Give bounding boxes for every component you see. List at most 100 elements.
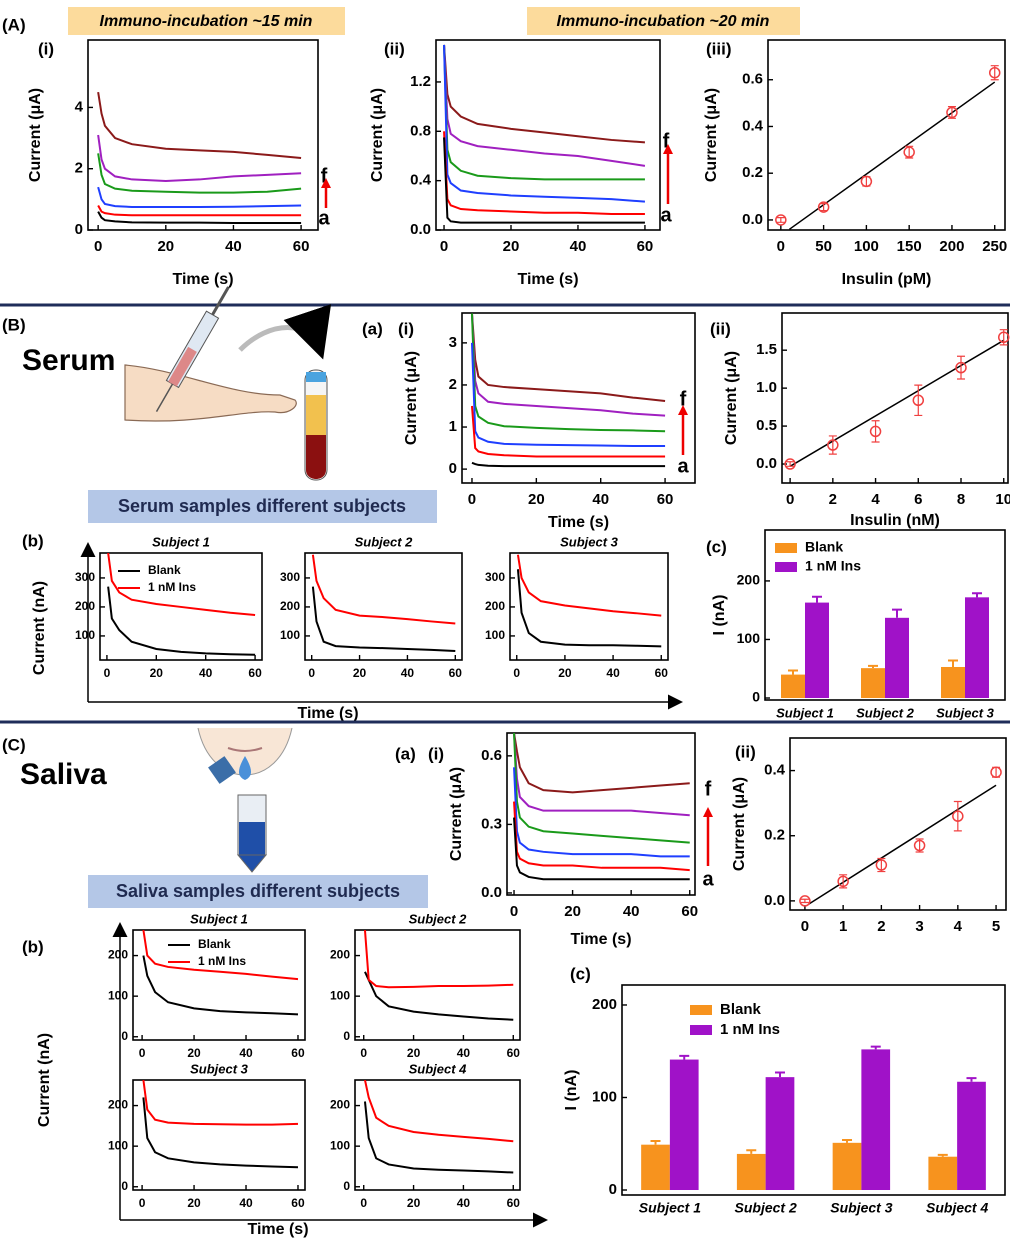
x-tick-label: 40 bbox=[239, 1196, 253, 1210]
x-axis-label: Time (s) bbox=[247, 1221, 308, 1238]
error-bar bbox=[914, 384, 923, 417]
error-bar bbox=[650, 1139, 661, 1145]
legend-label: 1 nM Ins bbox=[720, 1021, 780, 1038]
x-axis-label: Time (s) bbox=[548, 514, 609, 531]
curve-label: a bbox=[677, 455, 689, 477]
y-tick-label: 0 bbox=[75, 221, 83, 238]
error-bar bbox=[812, 595, 822, 603]
curve-label: f bbox=[321, 165, 328, 187]
y-axis-label: Current (μA) bbox=[448, 767, 465, 861]
bar bbox=[885, 617, 909, 699]
bar bbox=[765, 1077, 795, 1191]
error-bar bbox=[871, 420, 880, 443]
x-tick-label: 60 bbox=[637, 238, 654, 255]
curve bbox=[513, 817, 690, 881]
x-tick-label: 0 bbox=[360, 1196, 367, 1210]
curve bbox=[97, 134, 302, 182]
curve bbox=[513, 733, 690, 817]
x-tick-label: 60 bbox=[507, 1046, 521, 1060]
point bbox=[775, 214, 787, 226]
y-tick-label: 300 bbox=[485, 570, 505, 584]
curve bbox=[443, 44, 645, 181]
y-tick-label: 100 bbox=[737, 630, 761, 646]
panel-label: (iii) bbox=[706, 39, 732, 58]
x-tick-label: 0 bbox=[513, 666, 520, 680]
arrow-head bbox=[703, 807, 713, 817]
y-tick-label: 100 bbox=[592, 1088, 617, 1105]
curve bbox=[513, 801, 690, 872]
section-label: (B) bbox=[2, 315, 26, 334]
legend-swatch bbox=[690, 1005, 712, 1015]
curve-label: f bbox=[705, 778, 712, 800]
x-tick-label: 20 bbox=[407, 1046, 421, 1060]
error-bar bbox=[868, 664, 878, 669]
banner bbox=[527, 7, 800, 35]
y-tick-label: 1.2 bbox=[410, 73, 431, 90]
x-tick-label: 150 bbox=[897, 238, 922, 255]
banner-text: Immuno-incubation ~15 min bbox=[100, 13, 313, 30]
legend-label: Blank bbox=[720, 1001, 762, 1018]
curve bbox=[97, 153, 302, 194]
curve bbox=[513, 733, 690, 844]
x-tick-label: 20 bbox=[503, 238, 520, 255]
y-tick-label: 100 bbox=[330, 988, 350, 1002]
y-tick-label: 1 bbox=[449, 418, 457, 435]
curve bbox=[97, 211, 302, 224]
subpanel-label: (b) bbox=[22, 937, 44, 956]
y-axis-label: Current (μA) bbox=[27, 88, 44, 182]
banner-text: Immuno-incubation ~20 min bbox=[557, 13, 770, 30]
error-bar bbox=[948, 659, 958, 667]
bar bbox=[941, 666, 965, 699]
y-tick-label: 0.0 bbox=[410, 221, 431, 238]
sample-name: Serum bbox=[22, 344, 115, 377]
sample-name: Saliva bbox=[20, 758, 107, 791]
plot-frame bbox=[781, 312, 1009, 484]
error-bar bbox=[788, 669, 798, 675]
curve bbox=[364, 971, 514, 1021]
y-tick-label: 100 bbox=[108, 1138, 128, 1152]
x-tick-label: 0 bbox=[308, 666, 315, 680]
error-bar bbox=[776, 217, 785, 223]
bar bbox=[805, 602, 829, 699]
point bbox=[955, 361, 967, 374]
x-tick-label: 4 bbox=[954, 918, 963, 935]
bar bbox=[641, 1144, 670, 1191]
x-tick-label: 40 bbox=[199, 666, 213, 680]
x-tick-label: 20 bbox=[353, 666, 367, 680]
y-tick-label: 4 bbox=[75, 98, 84, 115]
x-tick-label: 250 bbox=[982, 238, 1007, 255]
x-tick-label: 0 bbox=[786, 491, 794, 508]
curve-label: a bbox=[702, 868, 714, 890]
point bbox=[913, 839, 926, 852]
x-tick-label: 0 bbox=[360, 1046, 367, 1060]
error-bar bbox=[842, 1139, 853, 1143]
y-axis-label: Current (μA) bbox=[731, 777, 748, 871]
x-axis-label: Insulin (nM) bbox=[850, 512, 940, 529]
plot-frame bbox=[354, 1079, 521, 1191]
panel-label: (i) bbox=[38, 39, 54, 58]
y-tick-label: 0 bbox=[343, 1029, 350, 1043]
error-bar bbox=[774, 1071, 785, 1078]
x-tick-label: 20 bbox=[187, 1196, 201, 1210]
curve bbox=[443, 44, 646, 144]
x-tick-label: 0 bbox=[139, 1196, 146, 1210]
x-tick-label: 60 bbox=[248, 666, 262, 680]
subpanel-label: (a) bbox=[362, 319, 383, 338]
bar bbox=[957, 1081, 986, 1191]
curve bbox=[311, 586, 456, 653]
y-tick-label: 0.0 bbox=[481, 884, 502, 901]
y-tick-label: 0 bbox=[121, 1029, 128, 1043]
curve bbox=[443, 44, 646, 203]
x-tick-label: Subject 1 bbox=[776, 705, 834, 720]
point bbox=[817, 201, 830, 213]
y-axis-label: Current (μA) bbox=[369, 88, 386, 182]
curve bbox=[513, 733, 690, 794]
x-tick-label: 4 bbox=[871, 491, 880, 508]
error-bar bbox=[905, 145, 914, 159]
bar bbox=[861, 1049, 891, 1191]
curve bbox=[142, 930, 299, 981]
x-tick-label: 1 bbox=[839, 918, 847, 935]
x-tick-label: 40 bbox=[592, 491, 609, 508]
curve bbox=[107, 553, 256, 617]
